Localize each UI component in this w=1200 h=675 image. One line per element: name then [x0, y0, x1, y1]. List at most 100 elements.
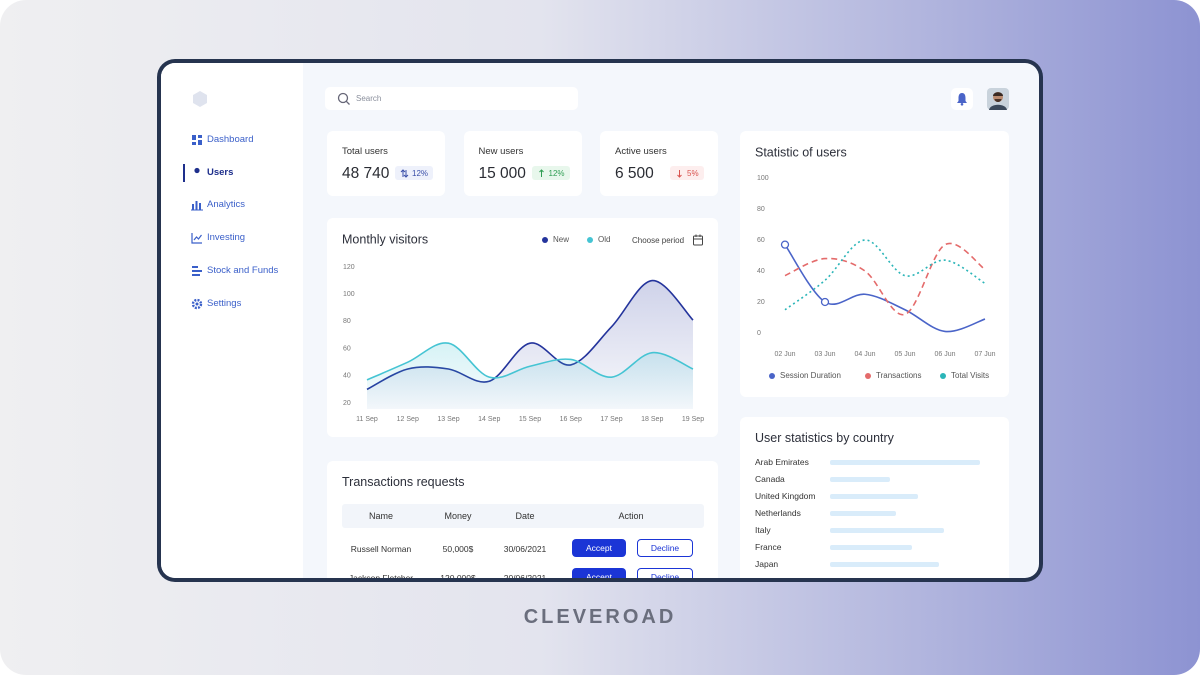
bar	[830, 528, 944, 533]
column-header: Date	[515, 511, 535, 521]
column-header: Action	[618, 511, 644, 521]
notifications-button[interactable]	[951, 88, 973, 110]
users-chart: Statistic of users 0 20 40 60 80 100 02 Jun 03 J…	[755, 145, 996, 380]
stat-value: 48 740	[342, 165, 390, 182]
search-box[interactable]: Search	[325, 87, 578, 110]
table-cell: 50,000$	[442, 544, 474, 554]
accept-button[interactable]: Accept	[572, 568, 626, 578]
table-header	[342, 504, 704, 528]
y-tick-label: 40	[343, 373, 351, 380]
period-selector[interactable]: Choose period	[632, 236, 684, 245]
x-tick-label: 16 Sep	[560, 416, 582, 423]
y-tick-label: 100	[757, 175, 769, 182]
accept-button[interactable]: Accept	[572, 539, 626, 557]
legend-marker	[542, 237, 548, 243]
x-tick-label: 02 Jun	[774, 351, 795, 358]
stat-card: Active users 6 500 5%	[600, 131, 718, 196]
stat-card: New users 15 000 12%	[463, 131, 582, 196]
decline-button[interactable]: Decline	[637, 539, 693, 557]
active-indicator	[183, 163, 185, 182]
x-tick-label: 04 Jun	[854, 351, 875, 358]
monthly-visitors-card: Monthly visitors Choose period 20 40 60 80 100…	[327, 218, 718, 437]
x-tick-label: 11 Sep	[356, 416, 378, 423]
nav-icon	[192, 265, 202, 276]
avatar[interactable]	[987, 88, 1009, 110]
x-tick-label: 03 Jun	[814, 351, 835, 358]
card-title: User statistics by country	[755, 431, 894, 445]
stat-label: Active users	[615, 146, 667, 157]
decline-button[interactable]: Decline	[637, 568, 693, 578]
y-tick-label: 80	[757, 206, 765, 213]
search-icon	[337, 92, 350, 105]
table-cell: 20/06/2021	[503, 573, 547, 578]
monthly-chart: Monthly visitors Choose period 20 40 60 80 100…	[342, 232, 704, 423]
y-tick-label: 60	[343, 345, 351, 352]
nav-item[interactable]: Dashboard	[207, 134, 254, 145]
logo	[193, 91, 207, 107]
table-cell: Russell Norman	[350, 544, 412, 554]
x-tick-label: 06 Jun	[934, 351, 955, 358]
country-label: United Kingdom	[755, 491, 816, 501]
bar	[830, 545, 912, 550]
x-tick-label: 17 Sep	[600, 416, 622, 423]
x-tick-label: 13 Sep	[437, 416, 459, 423]
y-tick-label: 120	[343, 264, 355, 271]
nav-item[interactable]: Analytics	[207, 199, 246, 211]
card-title: Monthly visitors	[342, 232, 428, 246]
y-tick-label: 100	[343, 291, 355, 298]
search-placeholder: Search	[356, 94, 382, 103]
x-tick-label: 05 Jun	[894, 351, 915, 358]
x-tick-label: 19 Sep	[682, 416, 704, 423]
legend-label: New	[553, 235, 569, 244]
stat-value: 6 500	[615, 165, 654, 182]
stat-change: 5%	[670, 166, 704, 180]
change-label: 12%	[548, 168, 565, 178]
bar	[830, 494, 919, 499]
sidebar: Dashboard Users Analytics Investing Stock an…	[161, 63, 303, 578]
line	[784, 242, 986, 316]
stat-card: Total users 48 740 12%	[327, 131, 445, 196]
x-tick-label: 15 Sep	[519, 416, 541, 423]
x-tick-label: 18 Sep	[641, 416, 663, 423]
country-label: Arab Emirates	[755, 457, 809, 467]
legend-marker	[940, 373, 946, 379]
calendar-icon	[693, 234, 703, 246]
y-tick-label: 20	[757, 299, 765, 306]
legend-marker	[769, 373, 775, 379]
y-tick-label: 20	[343, 400, 351, 407]
trend-icon	[538, 168, 544, 177]
legend-label: Session Duration	[780, 371, 841, 380]
legend-label: Transactions	[876, 371, 922, 380]
line	[784, 244, 986, 333]
nav-icon	[192, 135, 202, 145]
stat-value: 15 000	[478, 165, 526, 182]
bar	[830, 511, 897, 516]
bell-icon	[957, 93, 967, 106]
point	[780, 240, 790, 249]
y-tick-label: 60	[757, 237, 765, 244]
nav-icon	[191, 298, 203, 309]
screen: Dashboard Users Analytics Investing Stock an…	[161, 63, 1039, 578]
nav-item[interactable]: Investing	[207, 232, 246, 244]
countries-card: User statistics by country Arab Emirates…	[740, 417, 1009, 578]
nav-icon	[191, 233, 202, 244]
nav-item[interactable]: Stock and Funds	[207, 264, 279, 276]
user-statistics-card: Statistic of users 0 20 40 60 80 100 02 Jun 03 J…	[740, 131, 1009, 397]
nav-item[interactable]: Users	[207, 166, 234, 178]
stat-label: New users	[478, 146, 524, 157]
nav-item[interactable]: Settings	[207, 297, 242, 309]
stat-change: 12%	[531, 166, 570, 180]
country-label: Netherlands	[755, 508, 801, 518]
nav-icon	[194, 167, 200, 173]
x-tick-label: 14 Sep	[478, 416, 500, 423]
trend-icon	[677, 169, 682, 178]
legend-label: Total Visits	[951, 371, 989, 380]
country-label: France	[755, 542, 782, 552]
bar	[830, 477, 890, 482]
stat-label: Total users	[342, 146, 388, 157]
card-title: Transactions requests	[342, 475, 465, 489]
x-tick-label: 12 Sep	[397, 416, 419, 423]
trend-icon	[400, 168, 409, 178]
table-cell: Jackson Fletcher	[348, 573, 414, 578]
stat-change: 12%	[395, 166, 434, 180]
